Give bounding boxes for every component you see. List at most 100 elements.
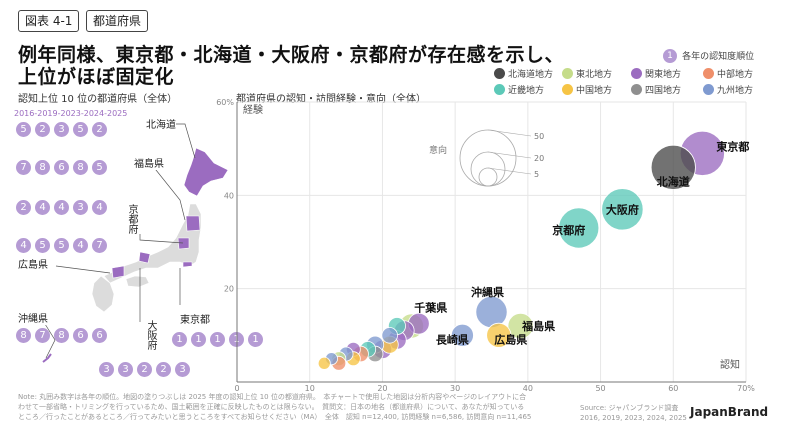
- x-tick-label: 0: [234, 384, 239, 393]
- map-osaka: [138, 251, 151, 264]
- rank-badge: 4: [16, 238, 31, 253]
- bubble-point: [475, 295, 508, 329]
- rank-badge: 5: [92, 160, 107, 175]
- rank-badge: 4: [73, 238, 88, 253]
- rank-badge: 2: [137, 362, 152, 377]
- rank-badge: 5: [54, 238, 69, 253]
- rank-badge: 2: [35, 122, 50, 137]
- bubble-point: [381, 327, 398, 344]
- bubble-label: 千葉県: [414, 301, 447, 315]
- rank-badge: 3: [118, 362, 133, 377]
- x-tick-label: 40: [523, 384, 533, 393]
- x-tick-label: 60: [668, 384, 678, 393]
- note-line: Note: 丸囲み数字は各年の順位。地図の塗りつぶしは 2025 年度の認知上位…: [18, 393, 527, 401]
- rank-badge: 1: [210, 332, 225, 347]
- rank-badge: 8: [16, 328, 31, 343]
- rank-legend-text: 各年の認知度順位: [682, 52, 755, 62]
- region-legend-label: 東北地方: [576, 70, 613, 80]
- brand-logo: JapanBrand: [690, 405, 769, 419]
- y-tick-label: 60%: [216, 98, 234, 107]
- rank-badge: 7: [92, 238, 107, 253]
- region-legend-item: 四国地方: [631, 83, 681, 96]
- region-color-dot: [494, 84, 505, 95]
- rank-badge: 6: [54, 160, 69, 175]
- rank-legend-badge: 1: [663, 48, 677, 63]
- region-legend-label: 近畿地方: [508, 86, 545, 96]
- region-legend-item: 近畿地方: [494, 83, 544, 96]
- size-legend-title: 意向: [429, 144, 447, 156]
- size-legend-leader: [487, 151, 532, 159]
- rank-badge: 3: [73, 200, 88, 215]
- note-line: わせて一部省略・トリミングを行っているため、国土範囲を正確に反映したものとは限ら…: [18, 403, 525, 411]
- rank-badge: 3: [99, 362, 114, 377]
- bubble-point: [486, 322, 512, 348]
- headline-line2: 上位がほぼ固定化: [18, 66, 175, 88]
- region-color-dot: [494, 68, 505, 79]
- region-color-dot: [703, 84, 714, 95]
- region-legend-item: 中国地方: [562, 83, 612, 96]
- rank-badge: 2: [16, 200, 31, 215]
- bubble-label: 広島県: [494, 332, 527, 346]
- rank-badge: 3: [175, 362, 190, 377]
- region-legend-label: 中部地方: [717, 70, 754, 80]
- bubble-label: 福島県: [521, 319, 555, 333]
- region-legend-label: 中国地方: [576, 86, 613, 96]
- note-line: ところ／行ったことがあるところ／行ってみたいと思うところをすべてお知らせください…: [18, 413, 532, 421]
- bubble-label: 京都府: [552, 223, 585, 237]
- bubble-point: [507, 312, 534, 340]
- region-legend-item: 北海道地方: [494, 67, 553, 80]
- rank-group-label: 大阪府: [145, 320, 156, 350]
- rank-group-label: 北海道: [146, 116, 176, 131]
- region-legend-label: 四国地方: [645, 86, 682, 96]
- rank-badge: 4: [35, 200, 50, 215]
- region-legend-label: 北海道地方: [508, 70, 554, 80]
- y-tick-label: 20: [224, 285, 234, 294]
- size-legend-value: 5: [534, 170, 539, 179]
- bubble-label: 大阪府: [606, 202, 639, 216]
- region-color-dot: [631, 68, 642, 79]
- region-legend-item: 九州地方: [703, 83, 753, 96]
- rank-group-label: 沖縄県: [18, 310, 48, 325]
- region-legend-label: 九州地方: [717, 86, 754, 96]
- headline-line1: 例年同様、東京都・北海道・大阪府・京都府が存在感を示し、: [18, 44, 565, 66]
- x-tick-label: 70%: [737, 384, 755, 393]
- rank-badge: 3: [54, 122, 69, 137]
- y-axis-title: 経験: [243, 103, 263, 116]
- size-legend-circle: [478, 167, 498, 187]
- region-color-dot: [562, 68, 573, 79]
- rank-badge: 8: [54, 328, 69, 343]
- category-label: 都道府県: [86, 10, 149, 32]
- bubble-label: 長崎県: [436, 332, 469, 346]
- rank-badge: 4: [54, 200, 69, 215]
- source-block: Source: ジャパンブランド調査 2016, 2019, 2023, 202…: [580, 403, 687, 423]
- region-legend-label: 関東地方: [645, 70, 682, 80]
- region-color-dot: [562, 84, 573, 95]
- size-legend-circle: [470, 151, 506, 187]
- rank-badge: 4: [92, 200, 107, 215]
- bubble-point: [601, 188, 644, 231]
- rank-badge: 7: [16, 160, 31, 175]
- rank-group-label: 広島県: [18, 256, 48, 271]
- x-tick-label: 10: [305, 384, 315, 393]
- region-color-dot: [703, 68, 714, 79]
- source-line-1: Source: ジャパンブランド調査: [580, 404, 679, 412]
- bubble-point: [558, 207, 600, 249]
- rank-badge: 8: [73, 160, 88, 175]
- size-legend-leader: [487, 129, 532, 137]
- years-label: 2016-2019-2023-2024-2025: [14, 109, 128, 118]
- rank-badge: 2: [156, 362, 171, 377]
- rank-badge: 7: [35, 328, 50, 343]
- rank-badge: 1: [248, 332, 263, 347]
- japan-map: [39, 123, 229, 363]
- figure-label: 図表 4-1: [18, 10, 80, 32]
- rank-badge: 5: [73, 122, 88, 137]
- left-panel-title: 認知上位 10 位の都道府県（全体）: [18, 94, 178, 105]
- rank-badge: 1: [172, 332, 187, 347]
- bubble-point: [650, 144, 696, 190]
- region-legend-item: 東北地方: [562, 67, 612, 80]
- y-tick-label: 40: [224, 191, 234, 200]
- rank-badge: 6: [73, 328, 88, 343]
- rank-badge: 1: [191, 332, 206, 347]
- rank-badge: 8: [35, 160, 50, 175]
